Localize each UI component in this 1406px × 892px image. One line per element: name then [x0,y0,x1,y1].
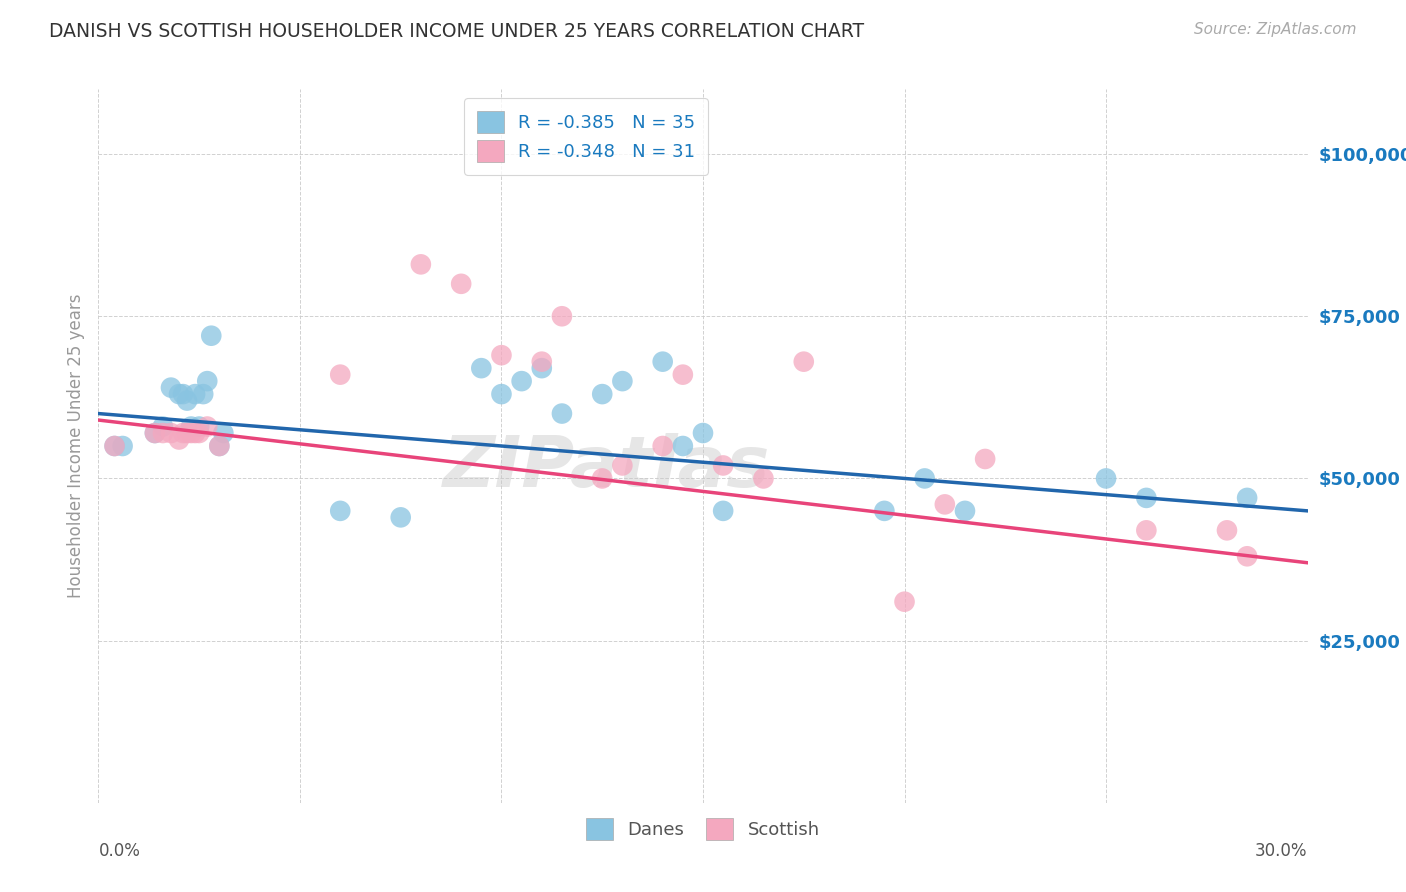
Point [651,439,673,453]
Point [176,393,198,408]
Point [409,257,432,271]
Point [530,354,553,368]
Text: 30.0%: 30.0% [1256,842,1308,860]
Point [591,471,613,485]
Text: ZIPatlas: ZIPatlas [443,433,770,502]
Point [1135,491,1157,505]
Point [172,387,194,401]
Point [692,425,714,440]
Point [200,328,222,343]
Point [180,425,202,440]
Point [551,310,574,324]
Point [329,504,352,518]
Point [591,387,613,401]
Point [1236,491,1258,505]
Text: 0.0%: 0.0% [98,842,141,860]
Point [612,458,634,473]
Point [914,471,936,485]
Point [188,419,211,434]
Point [143,425,166,440]
Point [195,419,218,434]
Point [793,354,815,368]
Point [167,387,190,401]
Point [103,439,125,453]
Point [893,595,915,609]
Point [193,387,215,401]
Point [953,504,976,518]
Point [551,407,574,421]
Point [184,425,207,440]
Text: Source: ZipAtlas.com: Source: ZipAtlas.com [1194,22,1357,37]
Point [491,387,513,401]
Y-axis label: Householder Income Under 25 years: Householder Income Under 25 years [66,293,84,599]
Point [180,419,202,434]
Point [188,425,211,440]
Text: DANISH VS SCOTTISH HOUSEHOLDER INCOME UNDER 25 YEARS CORRELATION CHART: DANISH VS SCOTTISH HOUSEHOLDER INCOME UN… [49,22,865,41]
Point [651,354,673,368]
Point [389,510,412,524]
Point [1216,524,1239,538]
Point [470,361,492,376]
Point [873,504,896,518]
Point [160,425,183,440]
Point [160,381,183,395]
Point [711,504,734,518]
Point [612,374,634,388]
Point [510,374,533,388]
Point [152,425,174,440]
Point [1236,549,1258,564]
Point [530,361,553,376]
Point [212,425,235,440]
Point [176,425,198,440]
Point [329,368,352,382]
Legend: Danes, Scottish: Danes, Scottish [579,811,827,847]
Point [195,374,218,388]
Point [1095,471,1118,485]
Point [103,439,125,453]
Point [111,439,134,453]
Point [172,425,194,440]
Point [208,439,231,453]
Point [208,439,231,453]
Point [152,419,174,434]
Point [752,471,775,485]
Point [711,458,734,473]
Point [491,348,513,362]
Point [143,425,166,440]
Point [672,439,695,453]
Point [450,277,472,291]
Point [934,497,956,511]
Point [184,387,207,401]
Point [974,452,997,467]
Point [167,433,190,447]
Point [1135,524,1157,538]
Point [672,368,695,382]
